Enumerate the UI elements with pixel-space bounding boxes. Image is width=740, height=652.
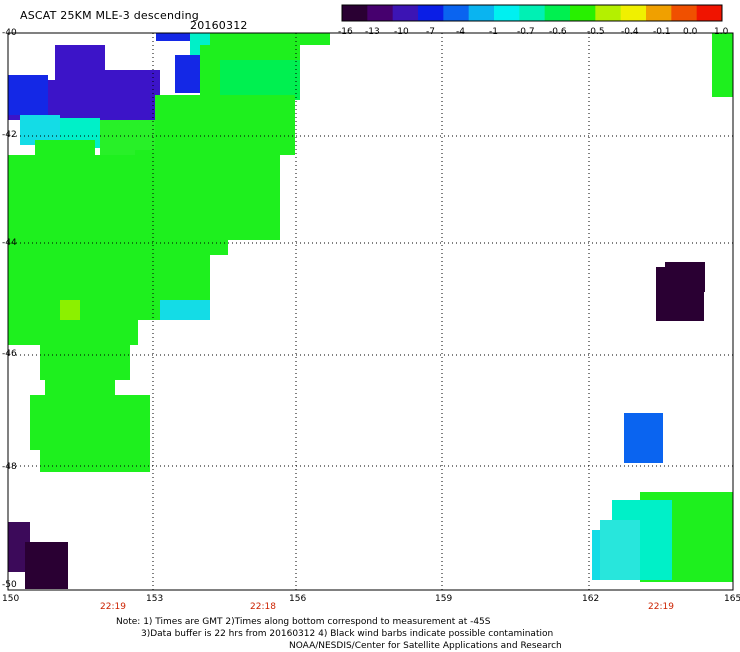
- swath-cell: [700, 520, 733, 580]
- colorbar-label-1: -13: [365, 27, 380, 37]
- colorbar-segment: [671, 5, 698, 21]
- swath-cell: [8, 522, 30, 572]
- colorbar-label-8: -0.5: [587, 27, 605, 37]
- lon-label-156: 156: [289, 594, 307, 604]
- colorbar-label-10: -0.1: [653, 27, 671, 37]
- lat-lon-grid: [8, 33, 733, 590]
- colorbar-segment: [544, 5, 571, 21]
- colorbar-label-0: -16: [338, 27, 353, 37]
- colorbar-segment: [367, 5, 394, 21]
- time-label-2: 22:18: [250, 602, 276, 612]
- colorbar-label-9: -0.4: [621, 27, 639, 37]
- product-date: 20160312: [190, 19, 248, 32]
- colorbar-label-5: -1: [489, 27, 498, 37]
- swath-cell: [25, 542, 68, 589]
- colorbar-segment: [494, 5, 520, 21]
- swath-cell: [712, 33, 733, 97]
- lat-label-50: -50: [2, 580, 17, 590]
- swath-cell: [160, 300, 210, 320]
- colorbar-border: [341, 4, 723, 22]
- swath-cell: [624, 413, 663, 463]
- swath-cell: [8, 155, 228, 255]
- colorbar-label-2: -10: [394, 27, 409, 37]
- colorbar-label-7: -0.6: [549, 27, 567, 37]
- swath-cell: [118, 72, 158, 122]
- product-title: ASCAT 25KM MLE-3 descending: [20, 9, 199, 22]
- lat-label-48: -48: [2, 462, 17, 472]
- lat-label-40: -40: [2, 28, 17, 38]
- colorbar-segment: [468, 5, 495, 21]
- map-frame: [7, 32, 734, 591]
- lon-label-150: 150: [2, 594, 20, 604]
- lat-label-42: -42: [2, 130, 17, 140]
- swath-cell: [155, 95, 295, 155]
- color-scale-bar: [341, 4, 723, 22]
- colorbar-segment: [418, 5, 444, 21]
- data-swath: [8, 33, 733, 589]
- swath-cell: [665, 262, 705, 292]
- colorbar-segment: [443, 5, 470, 21]
- note-line-3: NOAA/NESDIS/Center for Satellite Applica…: [289, 641, 562, 651]
- swath-cell: [8, 75, 48, 115]
- swath-cell: [210, 33, 330, 45]
- lat-label-46: -46: [2, 349, 17, 359]
- swath-cell: [600, 520, 640, 580]
- colorbar-segment: [620, 5, 647, 21]
- note-line-1: Note: 1) Times are GMT 2)Times along bot…: [116, 617, 491, 627]
- colorbar-segment: [392, 5, 419, 21]
- colorbar-segment: [646, 5, 672, 21]
- colorbar-segment: [696, 5, 723, 21]
- swath-cell: [220, 60, 300, 100]
- colorbar-label-11: 0.0: [683, 27, 698, 37]
- lon-label-153: 153: [146, 594, 164, 604]
- swath-cell: [40, 340, 130, 380]
- time-label-1: 22:19: [100, 602, 126, 612]
- swath-cell: [8, 245, 138, 345]
- lon-label-165: 165: [724, 594, 740, 604]
- lon-label-162: 162: [582, 594, 600, 604]
- swath-cell: [40, 440, 150, 472]
- time-label-3: 22:19: [648, 602, 674, 612]
- swath-cell: [60, 300, 80, 320]
- lat-label-44: -44: [2, 238, 17, 248]
- colorbar-label-3: -7: [426, 27, 435, 37]
- colorbar-segment: [570, 5, 596, 21]
- colorbar-label-12: 1.0: [714, 27, 729, 37]
- note-line-2: 3)Data buffer is 22 hrs from 20160312 4)…: [141, 629, 554, 639]
- colorbar-label-4: -4: [456, 27, 465, 37]
- lon-label-159: 159: [435, 594, 453, 604]
- colorbar-label-6: -0.7: [517, 27, 535, 37]
- colorbar-segment: [519, 5, 546, 21]
- colorbar-segment: [595, 5, 622, 21]
- colorbar-segment: [342, 5, 368, 21]
